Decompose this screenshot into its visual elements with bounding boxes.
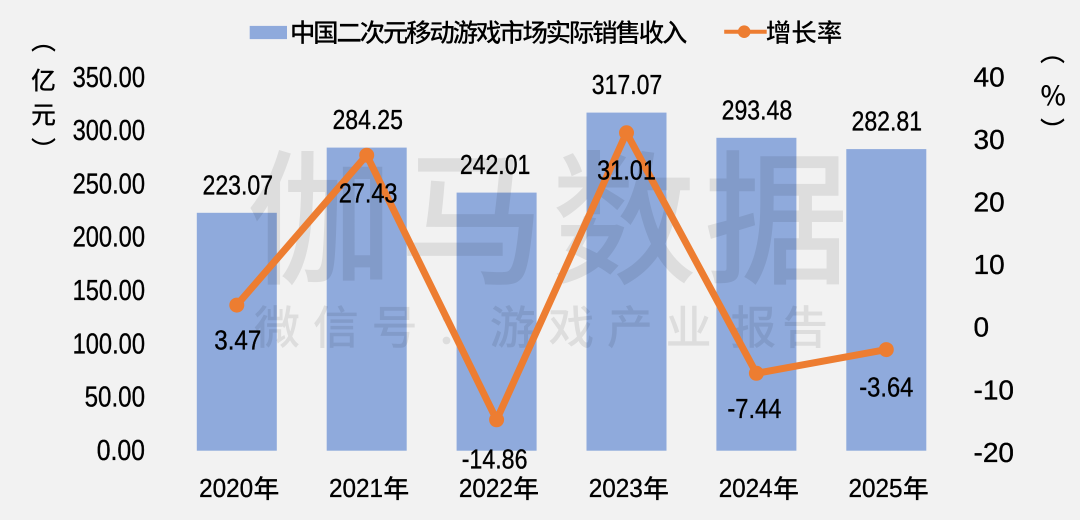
svg-text:10: 10	[974, 249, 1005, 280]
svg-text:50.00: 50.00	[85, 382, 145, 414]
svg-text:2025: 2025	[849, 473, 903, 503]
svg-text:2023: 2023	[589, 473, 643, 503]
svg-text:-7.44: -7.44	[727, 393, 781, 424]
svg-text:0.00: 0.00	[97, 435, 145, 467]
svg-text:293.48: 293.48	[722, 94, 793, 125]
svg-text:20: 20	[974, 187, 1005, 218]
svg-text:300.00: 300.00	[73, 115, 145, 147]
svg-text:-14.86: -14.86	[462, 443, 528, 474]
svg-text:150.00: 150.00	[73, 275, 145, 307]
svg-text:350.00: 350.00	[73, 62, 145, 94]
svg-text:2021: 2021	[329, 473, 383, 503]
svg-text:0: 0	[974, 312, 990, 343]
svg-text:-20: -20	[974, 437, 1014, 468]
svg-text:100.00: 100.00	[73, 328, 145, 360]
svg-text:3.47: 3.47	[214, 325, 261, 356]
svg-text:2024: 2024	[719, 473, 773, 503]
svg-text:31.01: 31.01	[597, 154, 656, 185]
svg-text:-10: -10	[974, 374, 1014, 405]
svg-text:250.00: 250.00	[73, 168, 145, 200]
svg-text:317.07: 317.07	[592, 69, 663, 100]
svg-text:2020: 2020	[199, 473, 253, 503]
svg-text:223.07: 223.07	[203, 169, 274, 200]
svg-text:200.00: 200.00	[73, 222, 145, 254]
svg-text:284.25: 284.25	[332, 104, 403, 135]
svg-text:27.43: 27.43	[339, 178, 398, 209]
svg-text:282.81: 282.81	[852, 106, 923, 137]
svg-text:30: 30	[974, 124, 1005, 155]
svg-text:-3.64: -3.64	[859, 372, 913, 403]
svg-text:40: 40	[974, 62, 1005, 93]
svg-text:2022: 2022	[459, 473, 513, 503]
svg-text:242.01: 242.01	[460, 149, 531, 180]
